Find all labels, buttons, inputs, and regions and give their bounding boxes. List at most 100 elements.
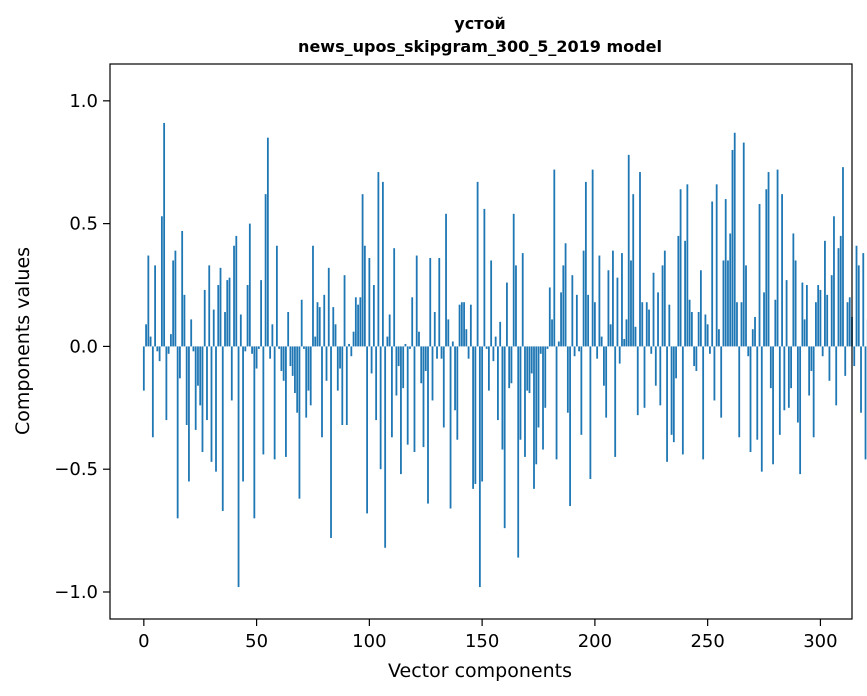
bar-300 bbox=[819, 289, 822, 347]
bar-183 bbox=[555, 346, 558, 460]
bar-152 bbox=[485, 346, 488, 349]
y-tick-label: 0.5 bbox=[69, 214, 98, 235]
x-tick-label: 150 bbox=[465, 631, 499, 652]
bar-140 bbox=[458, 304, 461, 347]
bar-34 bbox=[219, 267, 222, 347]
bar-88 bbox=[341, 346, 344, 425]
bar-312 bbox=[846, 302, 849, 347]
bar-127 bbox=[429, 258, 432, 347]
bar-115 bbox=[402, 346, 405, 389]
bar-6 bbox=[156, 346, 159, 352]
bar-33 bbox=[217, 285, 220, 347]
bar-284 bbox=[783, 346, 786, 411]
bar-26 bbox=[201, 346, 204, 453]
bar-83 bbox=[330, 346, 332, 538]
bar-195 bbox=[582, 250, 585, 347]
bar-298 bbox=[815, 302, 817, 347]
bar-10 bbox=[165, 346, 168, 421]
bar-234 bbox=[670, 346, 673, 435]
bar-245 bbox=[695, 346, 698, 371]
bar-85 bbox=[334, 324, 337, 347]
bar-248 bbox=[702, 346, 705, 460]
bar-108 bbox=[386, 336, 389, 347]
bar-309 bbox=[839, 235, 842, 347]
bar-28 bbox=[206, 346, 208, 421]
y-tick-label: 0.0 bbox=[69, 336, 98, 357]
bar-42 bbox=[237, 346, 240, 588]
bar-178 bbox=[544, 346, 547, 408]
bar-192 bbox=[575, 294, 578, 347]
bar-287 bbox=[790, 346, 792, 389]
bar-247 bbox=[699, 270, 702, 347]
bar-68 bbox=[296, 346, 299, 413]
bar-267 bbox=[745, 265, 747, 347]
bar-259 bbox=[727, 260, 729, 347]
bar-206 bbox=[607, 270, 610, 347]
bar-125 bbox=[424, 346, 427, 371]
bar-212 bbox=[621, 253, 623, 347]
bar-197 bbox=[587, 294, 590, 347]
bar-168 bbox=[521, 253, 524, 347]
bar-104 bbox=[377, 172, 380, 347]
bar-5 bbox=[154, 265, 156, 347]
bar-186 bbox=[562, 265, 565, 347]
bar-205 bbox=[605, 346, 608, 418]
bar-series bbox=[142, 122, 867, 588]
bar-133 bbox=[442, 346, 445, 428]
bar-303 bbox=[826, 294, 829, 347]
bar-286 bbox=[787, 346, 790, 408]
chart-title-line-2: news_upos_skipgram_300_5_2019 model bbox=[298, 37, 662, 56]
bar-119 bbox=[411, 297, 414, 347]
bar-65 bbox=[289, 346, 292, 367]
bar-149 bbox=[478, 346, 481, 588]
bar-319 bbox=[862, 253, 865, 347]
bar-241 bbox=[686, 184, 689, 347]
bar-100 bbox=[368, 258, 371, 347]
bar-263 bbox=[736, 302, 738, 347]
bar-201 bbox=[596, 346, 599, 359]
bar-80 bbox=[323, 294, 326, 347]
bar-181 bbox=[551, 319, 553, 347]
bar-299 bbox=[817, 285, 820, 347]
bar-37 bbox=[226, 280, 229, 347]
bar-251 bbox=[709, 346, 711, 354]
bar-250 bbox=[706, 324, 709, 347]
bar-138 bbox=[454, 346, 456, 411]
bar-93 bbox=[352, 331, 355, 347]
bar-132 bbox=[440, 346, 443, 359]
bar-179 bbox=[546, 346, 549, 349]
bar-78 bbox=[318, 307, 321, 347]
bar-51 bbox=[257, 346, 260, 349]
bar-315 bbox=[853, 346, 856, 367]
bar-130 bbox=[436, 346, 438, 359]
bar-292 bbox=[801, 282, 804, 347]
bar-301 bbox=[821, 346, 824, 357]
bar-143 bbox=[465, 329, 468, 347]
bar-311 bbox=[844, 346, 847, 376]
bar-57 bbox=[271, 324, 274, 347]
bar-226 bbox=[652, 272, 655, 347]
bar-265 bbox=[740, 302, 743, 347]
bar-36 bbox=[224, 312, 226, 347]
bar-272 bbox=[756, 346, 759, 440]
bar-204 bbox=[603, 346, 605, 386]
bar-13 bbox=[172, 260, 175, 347]
bar-165 bbox=[515, 265, 517, 347]
bar-176 bbox=[539, 346, 542, 354]
bar-56 bbox=[269, 346, 272, 359]
bar-285 bbox=[785, 280, 788, 347]
bar-123 bbox=[420, 346, 423, 384]
bar-235 bbox=[672, 346, 675, 443]
bar-0 bbox=[142, 346, 145, 391]
bar-261 bbox=[731, 149, 734, 347]
bar-230 bbox=[661, 265, 664, 347]
bar-254 bbox=[715, 184, 718, 347]
bar-98 bbox=[363, 245, 366, 347]
bar-20 bbox=[188, 346, 190, 482]
bar-157 bbox=[497, 346, 499, 421]
bar-54 bbox=[264, 194, 267, 347]
bar-222 bbox=[643, 346, 646, 408]
bar-86 bbox=[336, 346, 339, 391]
bar-196 bbox=[584, 181, 587, 347]
